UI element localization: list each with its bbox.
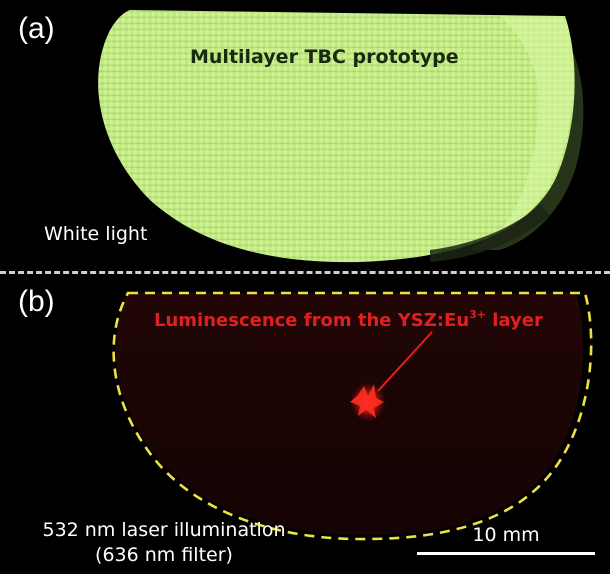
white-light-caption: White light <box>44 223 148 245</box>
scale-bar-label: 10 mm <box>472 524 540 546</box>
annotation-tail-text: layer <box>486 310 543 331</box>
sample-outline <box>112 291 593 541</box>
panel-a-label: (a) <box>18 12 55 45</box>
laser-caption-line2: (636 nm filter) <box>95 543 233 566</box>
luminescence-annotation: Luminescence from the YSZ:Eu3+ layer <box>154 308 543 331</box>
annotation-pointer <box>377 331 433 392</box>
sample-laser-illumination <box>112 291 593 541</box>
panel-b-label: (b) <box>18 285 55 318</box>
laser-caption: 532 nm laser illumination (636 nm filter… <box>14 518 314 567</box>
annotation-superscript: 3+ <box>469 308 487 321</box>
sample-title: Multilayer TBC prototype <box>190 46 459 68</box>
luminescence-spot <box>350 382 386 422</box>
sample-white-light <box>98 10 584 263</box>
panel-divider <box>0 271 610 274</box>
annotation-main-text: Luminescence from the YSZ:Eu <box>154 310 470 331</box>
laser-caption-line1: 532 nm laser illumination <box>42 519 286 541</box>
scale-bar <box>417 552 595 555</box>
